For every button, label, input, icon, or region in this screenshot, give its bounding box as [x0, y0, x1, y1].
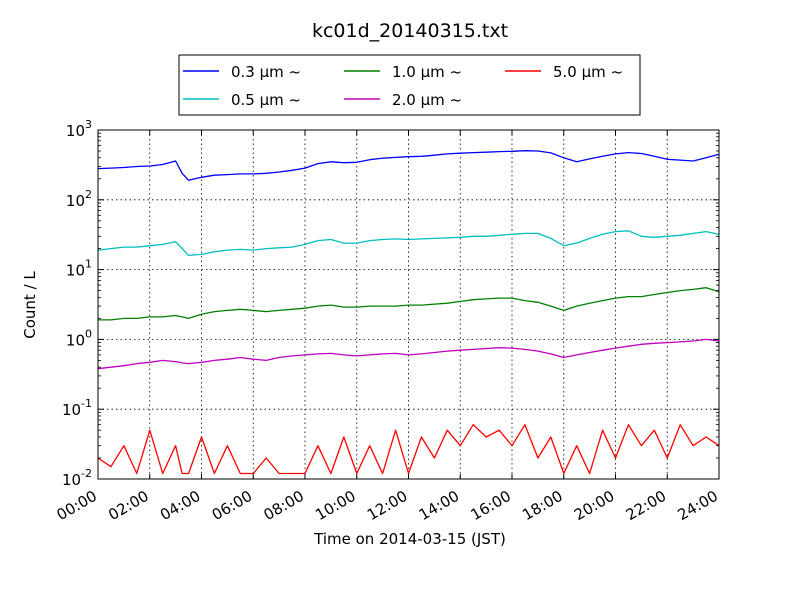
legend: 0.3 μm ~ 0.5 μm ~ 1.0 μm ~ 2.0 μm ~ 5.0 μm ~ [178, 54, 641, 116]
series-line-4 [97, 338, 720, 370]
plot-axes: 00:00 02:00 04:00 06:00 08:00 10:00 12:00 14:00… [54, 118, 721, 524]
series-line-5 [97, 424, 720, 475]
y-axis-ticks: 10-2 10-1 100 101 102 103 [62, 118, 719, 489]
legend-label-3: 1.0 μm ~ [392, 63, 462, 81]
y-tick-label: 102 [66, 188, 92, 210]
y-axis-label: Count / L [21, 271, 39, 339]
legend-label-4: 2.0 μm ~ [392, 91, 462, 109]
y-tick-label: 10-2 [62, 467, 92, 489]
legend-frame [178, 54, 641, 116]
legend-label-5: 5.0 μm ~ [553, 63, 623, 81]
series-line-3 [98, 287, 720, 321]
y-tick-label: 100 [66, 327, 92, 349]
grid-lines [98, 130, 719, 479]
legend-label-2: 0.5 μm ~ [231, 91, 301, 109]
legend-label-1: 0.3 μm ~ [231, 63, 301, 81]
series-line-2 [97, 230, 720, 257]
y-tick-label: 10-1 [62, 397, 92, 419]
legend-items: 0.3 μm ~ 0.5 μm ~ 1.0 μm ~ 2.0 μm ~ 5.0 μm ~ [183, 63, 623, 109]
chart-title: kc01d_20140315.txt [312, 20, 508, 42]
y-tick-label: 103 [66, 118, 92, 140]
series-line-1 [97, 150, 720, 181]
series-lines [97, 150, 720, 475]
x-axis-label: Time on 2014-03-15 (JST) [313, 530, 506, 548]
y-tick-label: 101 [66, 258, 92, 280]
